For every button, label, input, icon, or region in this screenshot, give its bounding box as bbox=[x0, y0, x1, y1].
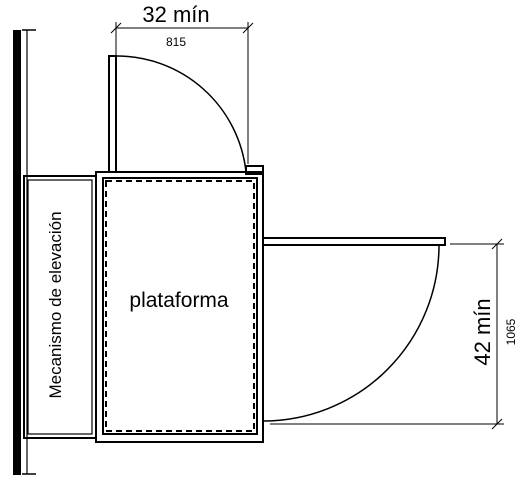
side-dimension-mm: 1065 bbox=[504, 318, 518, 345]
platform bbox=[95, 171, 264, 443]
side-dimension bbox=[270, 238, 504, 430]
lift-mechanism-label: Mecanismo de elevación bbox=[46, 211, 65, 398]
side-dimension-inches: 42 mín bbox=[470, 298, 495, 365]
top-dimension-mm: 815 bbox=[166, 35, 186, 49]
top-dimension bbox=[110, 22, 254, 164]
side-door bbox=[262, 237, 446, 422]
top-door bbox=[108, 55, 264, 175]
wall bbox=[13, 29, 36, 475]
top-dimension-inches: 32 mín bbox=[142, 2, 209, 27]
platform-label: plataforma bbox=[129, 289, 229, 312]
